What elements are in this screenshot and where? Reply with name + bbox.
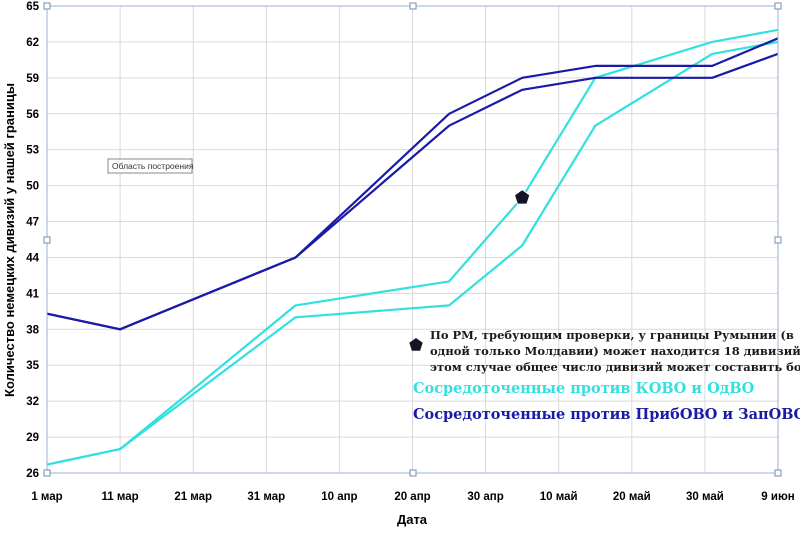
resize-handle-bottom-right[interactable]: [774, 469, 782, 477]
y-tick-label: 29: [26, 432, 39, 444]
resize-handle-top-left[interactable]: [43, 2, 51, 10]
y-tick-label: 47: [26, 217, 39, 229]
y-axis-title: Количество немецких дивизий у нашей гран…: [2, 83, 17, 397]
y-tick-label: 35: [26, 360, 39, 372]
y-tick-label: 56: [26, 109, 39, 121]
series-line-2: [46, 28, 779, 466]
note-line-1: По РМ, требующим проверки, у границы Рум…: [430, 328, 794, 342]
series-lines: [46, 28, 779, 466]
y-tick-label: 65: [26, 1, 39, 13]
x-tick-label: 21 мар: [174, 491, 212, 503]
x-tick-label: 30 май: [686, 491, 724, 503]
x-axis-ticks: 1 мар 11 мар 21 мар 31 мар 10 апр 20 апр 30 ап…: [31, 491, 794, 503]
plot-area-frame[interactable]: [43, 2, 782, 477]
x-tick-label: 20 май: [613, 491, 651, 503]
highlight-marker: [513, 188, 531, 205]
pentagon-marker: [513, 188, 531, 205]
note-pentagon-icon: [409, 338, 423, 351]
y-tick-label: 38: [26, 324, 39, 336]
legend-entry-pribovo-zapovo: Сосредоточенные против ПрибОВО и ЗапОВО: [413, 406, 800, 423]
y-tick-label: 59: [26, 73, 39, 85]
x-tick-label: 11 мар: [102, 491, 139, 503]
legend: Сосредоточенные против КОВО и ОдВО Сосре…: [413, 380, 800, 423]
y-tick-label: 53: [26, 145, 39, 157]
resize-handle-bottom-center[interactable]: [409, 469, 417, 477]
resize-handle-top-right[interactable]: [774, 2, 782, 10]
x-tick-label: 9 июн: [761, 491, 794, 503]
resize-handle-middle-left[interactable]: [43, 236, 51, 244]
x-axis-title: Дата: [397, 512, 428, 527]
y-tick-label: 41: [26, 288, 39, 300]
x-tick-label: 10 май: [540, 491, 578, 503]
legend-entry-kovo-odvo: Сосредоточенные против КОВО и ОдВО: [413, 380, 755, 397]
x-tick-label: 10 апр: [321, 491, 357, 503]
y-axis-ticks: 26 29 32 35 38 41 44 47 50 53 56 59 62 65: [26, 1, 39, 480]
x-tick-label: 30 апр: [467, 491, 503, 503]
gridlines: [46, 5, 779, 474]
resize-handle-top-center[interactable]: [409, 2, 417, 10]
plot-area-tooltip: Область построения: [107, 158, 194, 174]
y-tick-label: 62: [26, 37, 39, 49]
x-tick-label: 20 апр: [394, 491, 430, 503]
resize-handle-middle-right[interactable]: [774, 236, 782, 244]
y-tick-label: 32: [26, 396, 39, 408]
y-tick-label: 26: [26, 468, 39, 480]
note-annotation: По РМ, требующим проверки, у границы Рум…: [409, 328, 800, 374]
note-line-2: одной только Молдавии) может находится 1…: [430, 344, 800, 358]
y-tick-label: 50: [26, 181, 39, 193]
tooltip-text: Область построения: [112, 161, 194, 171]
y-tick-label: 44: [26, 252, 39, 264]
resize-handle-bottom-left[interactable]: [43, 469, 51, 477]
note-line-3: этом случае общее число дивизий может со…: [430, 360, 800, 374]
x-tick-label: 1 мар: [31, 491, 62, 503]
series-line-4: [46, 37, 779, 331]
tooltip-box: [107, 158, 193, 174]
x-tick-label: 31 мар: [247, 491, 285, 503]
